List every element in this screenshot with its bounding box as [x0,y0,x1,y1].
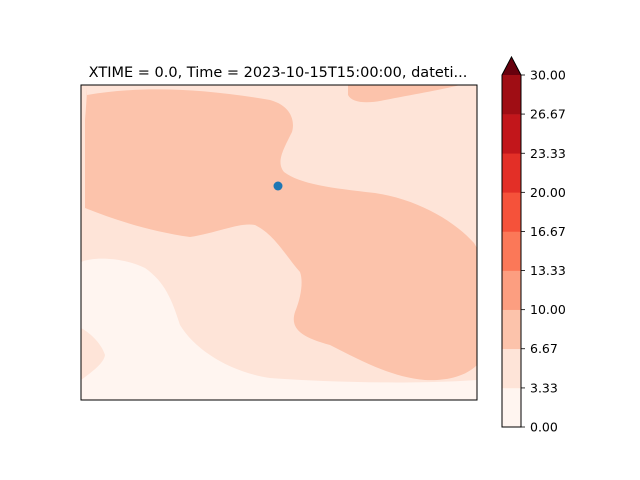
map-area [80,84,478,401]
colorbar-segment-4 [502,231,521,271]
chart-title: XTIME = 0.0, Time = 2023-10-15T15:00:00,… [89,65,468,81]
colorbar-tick-label: 26.67 [530,107,566,122]
colorbar-extend-triangle [502,57,521,75]
map-frame [80,84,478,401]
colorbar-tick-label: 0.00 [530,420,558,435]
colorbar-tick-label: 3.33 [530,380,558,395]
colorbar-outline [501,55,522,428]
colorbar-tick-label: 16.67 [530,224,566,239]
colorbar-segment-5 [502,192,521,232]
colorbar-segment-2 [502,309,521,350]
colorbar-segment-3 [502,270,521,310]
colorbar-tick-label: 6.67 [530,341,558,356]
colorbar-segment-0 [502,387,521,428]
colorbar-segment-1 [502,348,521,389]
colorbar-tick-label: 20.00 [530,185,566,200]
level-region-6.67-10 [85,85,477,381]
colorbar-segment-6 [502,153,521,193]
colorbar-tick-label: 30.00 [530,68,566,83]
colorbar-tick-label: 23.33 [530,146,566,161]
colorbar-tick-label: 13.33 [530,263,566,278]
colorbar: 0.00 3.33 6.67 10.00 13.33 16.67 20.00 23.33 26.… [501,55,566,435]
location-marker [273,181,283,191]
colorbar-segment-8 [502,75,521,115]
colorbar-segment-7 [502,114,521,154]
colorbar-tick-label: 10.00 [530,302,566,317]
level-region-0-3.33 [81,258,477,400]
